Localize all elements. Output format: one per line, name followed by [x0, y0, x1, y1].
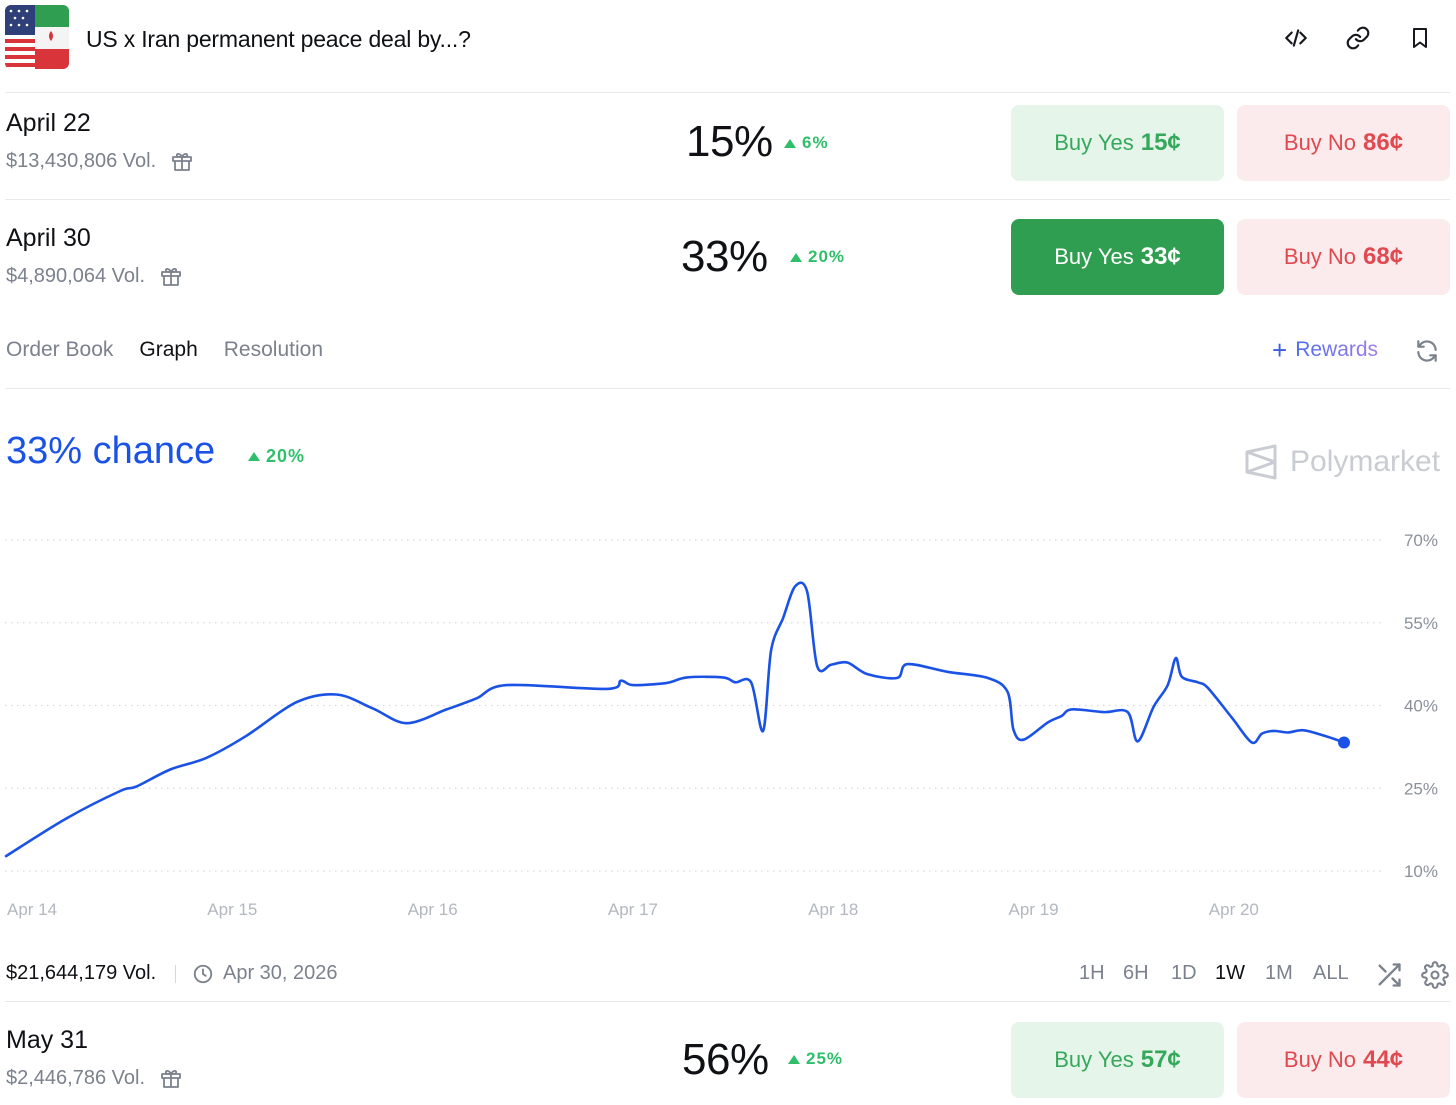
y-tick-label: 25%	[1404, 779, 1438, 798]
clock-icon	[193, 964, 213, 983]
market-change: 20%	[790, 247, 845, 267]
up-arrow-icon	[784, 138, 796, 148]
buy-no-price: 44¢	[1363, 1046, 1404, 1073]
market-row-april-22: April 22 $13,430,806 Vol. 15% 6% Buy Yes…	[0, 93, 1456, 199]
end-date-value: Apr 30, 2026	[223, 962, 338, 984]
polymarket-logo-icon	[1245, 444, 1277, 480]
range-6h[interactable]: 6H	[1123, 962, 1149, 984]
tab-graph[interactable]: Graph	[139, 338, 198, 361]
x-tick-label: Apr 14	[7, 900, 57, 919]
market-volume-value: $2,446,786 Vol.	[6, 1066, 146, 1089]
chance-change: 20%	[248, 446, 305, 467]
bookmark-icon[interactable]	[1404, 22, 1436, 54]
market-volume: $4,890,064 Vol.	[6, 264, 183, 288]
price-history-chart[interactable]: 70% 55% 40% 25% 10% Apr 14 Apr 15 Apr 16 Apr 17 A…	[0, 520, 1456, 925]
link-icon[interactable]	[1342, 22, 1374, 54]
market-change-value: 6%	[802, 133, 829, 152]
tab-resolution[interactable]: Resolution	[223, 338, 323, 361]
chart-footer: $21,644,179 Vol. Apr 30, 2026 1H 6H 1D 1W 1M…	[0, 955, 1456, 995]
end-date: Apr 30, 2026	[192, 962, 338, 985]
market-change: 6%	[784, 133, 829, 153]
divider	[5, 92, 1450, 93]
market-date: May 31	[6, 1026, 88, 1054]
market-row-may-31: May 31 $2,446,786 Vol. 56% 25% Buy Yes 5…	[0, 1002, 1456, 1105]
tab-order-book[interactable]: Order Book	[6, 338, 114, 361]
x-tick-label: Apr 20	[1209, 900, 1259, 919]
buy-yes-button[interactable]: Buy Yes 33¢	[1011, 219, 1224, 295]
detail-tabs: Order Book Graph Resolution	[6, 338, 323, 362]
up-arrow-icon	[788, 1054, 800, 1064]
market-volume-value: $13,430,806 Vol.	[6, 149, 157, 172]
x-tick-label: Apr 16	[408, 900, 458, 919]
embed-code-icon[interactable]	[1280, 22, 1312, 54]
y-tick-label: 40%	[1404, 697, 1438, 716]
buy-yes-label: Buy Yes	[1054, 1047, 1134, 1072]
x-tick-label: Apr 18	[808, 900, 858, 919]
buy-yes-label: Buy Yes	[1054, 130, 1134, 155]
y-tick-label: 70%	[1404, 531, 1438, 550]
market-flag-image	[5, 5, 69, 69]
chance-value: 33% chance	[6, 430, 216, 472]
buy-no-label: Buy No	[1283, 130, 1357, 155]
market-title: US x Iran permanent peace deal by...?	[86, 26, 471, 52]
market-change-value: 20%	[808, 247, 846, 266]
buy-no-price: 86¢	[1363, 129, 1404, 156]
market-row-april-30: April 30 $4,890,064 Vol. 33% 20% Buy Yes…	[0, 200, 1456, 315]
y-tick-label: 10%	[1404, 862, 1438, 881]
refresh-icon[interactable]	[1414, 338, 1440, 369]
buy-no-label: Buy No	[1283, 244, 1357, 269]
buy-yes-button[interactable]: Buy Yes 15¢	[1011, 105, 1224, 181]
range-1h[interactable]: 1H	[1079, 962, 1105, 984]
buy-yes-price: 15¢	[1140, 129, 1181, 156]
range-1d[interactable]: 1D	[1171, 962, 1197, 984]
range-all[interactable]: ALL	[1313, 962, 1349, 984]
shuffle-icon[interactable]	[1375, 961, 1403, 994]
market-date: April 30	[6, 224, 91, 252]
polymarket-watermark: Polymarket	[1244, 444, 1440, 480]
up-arrow-icon	[790, 252, 802, 262]
buy-yes-button[interactable]: Buy Yes 57¢	[1011, 1022, 1224, 1098]
market-percent: 15%	[686, 117, 773, 166]
current-price-dot	[1338, 736, 1351, 749]
rewards-button[interactable]: + Rewards	[1272, 335, 1379, 365]
buy-yes-price: 33¢	[1140, 243, 1181, 270]
market-volume: $13,430,806 Vol.	[6, 149, 194, 173]
range-1w[interactable]: 1W	[1215, 962, 1245, 984]
buy-yes-price: 57¢	[1140, 1046, 1181, 1073]
range-1m[interactable]: 1M	[1265, 962, 1293, 984]
total-volume: $21,644,179 Vol.	[6, 962, 157, 984]
y-tick-label: 55%	[1404, 614, 1438, 633]
market-change: 25%	[788, 1049, 843, 1069]
divider	[5, 1001, 1450, 1002]
plus-icon: +	[1272, 335, 1288, 365]
market-volume: $2,446,786 Vol.	[6, 1066, 183, 1090]
buy-no-label: Buy No	[1283, 1047, 1357, 1072]
buy-no-button[interactable]: Buy No 44¢	[1237, 1022, 1450, 1098]
buy-no-button[interactable]: Buy No 86¢	[1237, 105, 1450, 181]
market-header: US x Iran permanent peace deal by...?	[0, 0, 1456, 92]
divider	[5, 199, 1450, 200]
market-percent: 56%	[682, 1035, 769, 1084]
x-tick-label: Apr 17	[608, 900, 658, 919]
settings-gear-icon[interactable]	[1421, 961, 1449, 994]
gift-icon[interactable]	[159, 264, 183, 288]
chance-change-value: 20%	[266, 446, 306, 466]
separator	[175, 965, 176, 983]
gift-icon[interactable]	[159, 1066, 183, 1090]
x-tick-label: Apr 19	[1009, 900, 1059, 919]
market-percent: 33%	[681, 232, 768, 281]
buy-no-button[interactable]: Buy No 68¢	[1237, 219, 1450, 295]
market-volume-value: $4,890,064 Vol.	[6, 264, 146, 287]
buy-no-price: 68¢	[1363, 243, 1404, 270]
gift-icon[interactable]	[170, 149, 194, 173]
rewards-label: Rewards	[1295, 338, 1379, 361]
x-tick-label: Apr 15	[207, 900, 257, 919]
market-date: April 22	[6, 109, 91, 137]
divider	[5, 388, 1450, 389]
buy-yes-label: Buy Yes	[1054, 244, 1134, 269]
market-change-value: 25%	[806, 1049, 844, 1068]
brand-name: Polymarket	[1290, 445, 1441, 478]
price-line	[4, 581, 1346, 858]
up-arrow-icon	[248, 452, 260, 461]
